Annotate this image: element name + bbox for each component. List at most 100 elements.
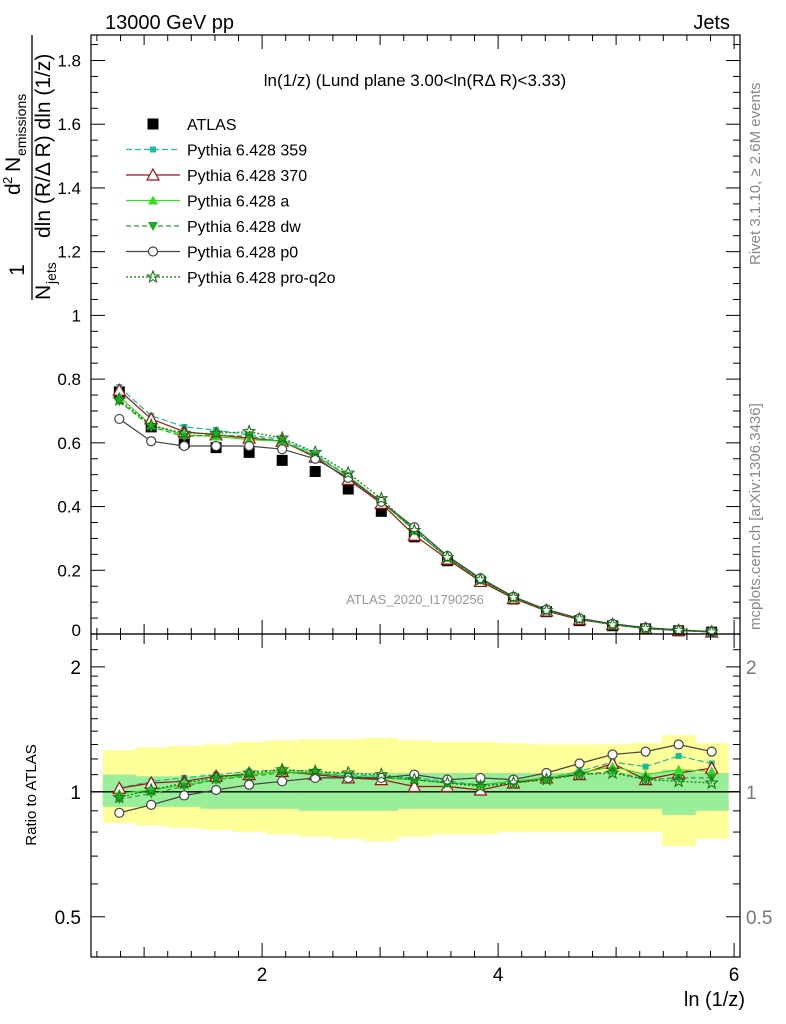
ratio-data-point	[706, 766, 717, 776]
ratio-data-point	[442, 774, 453, 785]
main-y-zero-label: 0	[72, 621, 81, 640]
data-point	[407, 522, 422, 537]
ratio-y-axis-label: Ratio to ATLAS	[23, 744, 40, 845]
ratio-data-point	[112, 789, 127, 804]
ratio-data-point	[146, 799, 157, 811]
x-axis-label: ln (1/z)	[684, 989, 745, 1011]
ratio-y-tick-label-right: 0.5	[746, 908, 772, 929]
data-point	[179, 440, 190, 452]
main-y-tick-label: 0.2	[57, 561, 81, 580]
data-point	[506, 589, 521, 604]
ratio-data-point	[607, 749, 618, 760]
legend-marker	[145, 269, 161, 284]
data-point	[146, 436, 157, 447]
data-point	[144, 417, 159, 432]
data-point	[243, 446, 255, 458]
data-point	[374, 491, 389, 505]
data-point	[341, 465, 356, 480]
main-plot-panel: 0.2 0.4 0.6 0.8 1 1.2 1.4 1.6 1.8 0	[57, 34, 741, 640]
x-tick-label: 6	[729, 965, 740, 986]
ratio-data-point	[673, 773, 684, 783]
main-y-tick-label: 0.4	[57, 498, 81, 517]
header-left-label: 13000 GeV pp	[105, 12, 234, 34]
ratio-data-point	[179, 790, 190, 801]
ratio-data-point	[177, 775, 192, 790]
data-point	[114, 413, 125, 425]
svg-text:N: N	[2, 157, 25, 172]
ratio-data-point	[607, 767, 618, 777]
ratio-y-tick-label: 1	[70, 783, 81, 804]
ratio-data-point	[209, 770, 224, 785]
ratio-data-point	[506, 775, 521, 790]
main-y-tick-label: 0.6	[57, 434, 81, 453]
data-point	[210, 440, 222, 452]
main-y-tick-label: 1	[72, 306, 81, 325]
ratio-y-tick-label: 0.5	[55, 908, 81, 929]
data-point	[275, 430, 290, 445]
data-point	[605, 617, 620, 631]
ratio-data-point	[114, 807, 125, 818]
data-point	[671, 623, 686, 637]
ratio-data-point	[475, 780, 486, 790]
main-y-axis-label: 1 N jets dln (R/Δ R) dln (1/z) d 2 N emi…	[0, 35, 59, 300]
svg-text:d: d	[2, 183, 25, 195]
legend-label: Pythia 6.428 pro-q2o	[187, 270, 336, 287]
main-y-tick-label: 1.2	[57, 243, 81, 262]
legend-marker	[148, 195, 158, 205]
analysis-watermark: ATLAS_2020_I1790256	[346, 592, 484, 607]
ratio-data-point	[144, 782, 159, 797]
legend-marker	[147, 118, 159, 130]
ratio-data-point	[475, 772, 486, 784]
ratio-data-point	[374, 767, 389, 781]
legend-label: Pythia 6.428 dw	[187, 219, 301, 236]
svg-text:N: N	[32, 285, 55, 300]
data-point	[208, 425, 224, 440]
ratio-plot-frame	[90, 633, 741, 958]
ratio-y-tick-label: 2	[70, 658, 81, 679]
legend-marker	[147, 246, 159, 257]
header-right-label: Jets	[693, 12, 730, 34]
legend-marker	[150, 146, 156, 153]
ratio-data-point	[277, 776, 288, 787]
ratio-data-point	[241, 765, 257, 780]
ratio-data-point	[539, 772, 554, 786]
ratio-data-point	[341, 765, 356, 780]
ratio-data-point	[407, 779, 422, 793]
ratio-data-point	[574, 758, 585, 769]
legend-marker	[145, 167, 161, 181]
data-point	[473, 572, 488, 586]
main-y-tick-label: 1.8	[57, 51, 81, 70]
ratio-data-point	[210, 784, 222, 796]
ratio-data-point	[673, 739, 684, 750]
ratio-data-point	[675, 752, 682, 759]
data-point	[277, 444, 288, 455]
legend-label: Pythia 6.428 a	[187, 194, 289, 211]
x-tick-label: 4	[493, 965, 504, 986]
ratio-data-point	[407, 772, 422, 786]
data-point	[539, 602, 554, 617]
ratio-data-point	[642, 763, 649, 770]
legend-label: Pythia 6.428 p0	[187, 245, 298, 262]
ratio-data-point	[671, 773, 686, 788]
ratio-data-point	[275, 762, 290, 776]
svg-text:1: 1	[6, 264, 29, 276]
data-point	[112, 392, 127, 406]
ratio-data-point	[572, 767, 587, 781]
data-point	[409, 522, 420, 533]
ratio-y-tick-label-right: 2	[746, 658, 757, 679]
main-plot-title: ln(1/z) (Lund plane 3.00<ln(RΔ R)<3.33)	[264, 71, 566, 90]
data-point	[276, 454, 288, 466]
data-point	[572, 611, 587, 626]
mcplots-source-label: mcplots.cern.ch [arXiv:1306.3436]	[747, 403, 764, 630]
svg-text:2: 2	[0, 177, 15, 184]
ratio-data-point	[638, 772, 653, 786]
ratio-data-point	[440, 775, 455, 790]
data-point	[177, 425, 192, 440]
data-point	[343, 472, 354, 483]
rivet-version-label: Rivet 3.1.10, ≥ 2.6M events	[747, 83, 764, 266]
legend-label: Pythia 6.428 370	[187, 168, 307, 185]
legend-label: Pythia 6.428 359	[187, 143, 307, 160]
main-y-tick-label: 0.8	[57, 370, 81, 389]
ratio-data-point	[343, 772, 354, 784]
